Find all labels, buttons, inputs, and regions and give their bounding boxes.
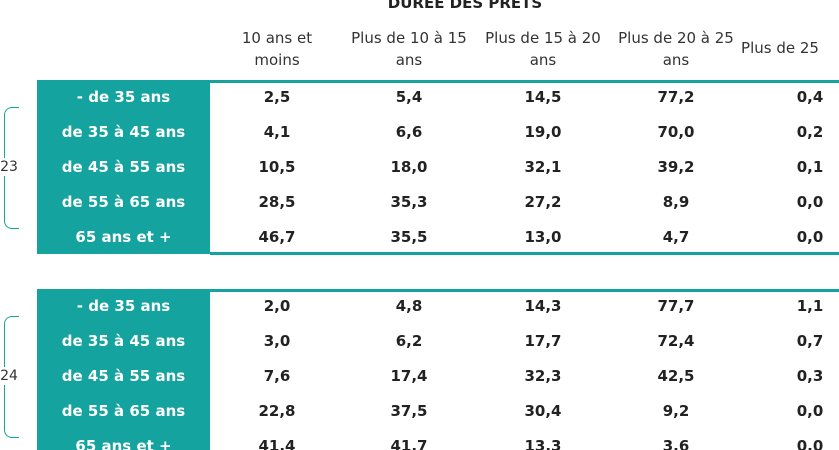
cell-value: 28,5: [258, 192, 296, 211]
row-label: - de 35 ans: [76, 297, 171, 316]
row-label: 65 ans et +: [75, 436, 172, 450]
cell-value: 6,6: [395, 123, 423, 142]
cell-value: 30,4: [524, 401, 562, 420]
column-header: Plus de 10 à 15 ans: [351, 29, 467, 69]
column-header: Plus de 25: [741, 39, 819, 57]
cell-value: 0,0: [796, 436, 824, 450]
cell-value: 4,8: [395, 297, 423, 316]
cell-value: 14,5: [524, 88, 562, 107]
cell-value: 39,2: [657, 158, 695, 176]
cell-value: 27,2: [524, 192, 562, 211]
cell-value: 70,0: [657, 123, 695, 142]
cell-value: 0,3: [796, 367, 824, 385]
cell-value: 1,1: [796, 297, 824, 316]
cell-value: 0,1: [796, 158, 824, 176]
group-bottom-line: [210, 252, 839, 255]
cell-value: 3,0: [263, 332, 291, 351]
group-top-line: [210, 80, 839, 83]
cell-value: 2,0: [263, 297, 291, 316]
row-label: de 35 à 45 ans: [61, 332, 186, 351]
row-label: de 35 à 45 ans: [61, 123, 186, 142]
cell-value: 0,0: [796, 192, 824, 211]
row-label-band: [37, 80, 210, 254]
cell-value: 0,7: [796, 332, 824, 351]
row-label: de 45 à 55 ans: [61, 367, 186, 385]
cell-value: 0,0: [796, 227, 824, 246]
cell-value: 18,0: [390, 158, 428, 176]
cell-value: 13,3: [524, 436, 562, 450]
cell-value: 9,2: [662, 401, 690, 420]
column-header: Plus de 20 à 25 ans: [618, 29, 734, 69]
row-label: de 55 à 65 ans: [61, 192, 186, 211]
cell-value: 77,7: [657, 297, 695, 316]
cell-value: 0,4: [796, 88, 824, 107]
group-label: 24: [0, 367, 18, 385]
cell-value: 19,0: [524, 123, 562, 142]
cell-value: 41,4: [258, 436, 296, 450]
cell-value: 4,7: [662, 227, 690, 246]
cell-value: 32,3: [524, 367, 562, 385]
cell-value: 0,0: [796, 401, 824, 420]
row-label: - de 35 ans: [76, 88, 171, 107]
column-header: Plus de 15 à 20 ans: [485, 29, 601, 69]
cell-value: 14,3: [524, 297, 562, 316]
cell-value: 8,9: [662, 192, 690, 211]
group-label: 23: [0, 158, 18, 176]
cell-value: 0,2: [796, 123, 824, 142]
cell-value: 17,4: [390, 367, 428, 385]
row-label: 65 ans et +: [75, 227, 172, 246]
group-top-line: [210, 289, 839, 292]
row-label: de 55 à 65 ans: [61, 401, 186, 420]
cell-value: 10,5: [258, 158, 296, 176]
row-label-band: [37, 289, 210, 450]
cell-value: 72,4: [657, 332, 695, 351]
table-title: DUREE DES PRETS: [387, 0, 543, 12]
row-label: de 45 à 55 ans: [61, 158, 186, 176]
cell-value: 37,5: [390, 401, 428, 420]
cell-value: 77,2: [657, 88, 695, 107]
cell-value: 2,5: [263, 88, 291, 107]
cell-value: 7,6: [263, 367, 291, 385]
cell-value: 6,2: [395, 332, 423, 351]
cell-value: 46,7: [258, 227, 296, 246]
cell-value: 13,0: [524, 227, 562, 246]
cell-value: 32,1: [524, 158, 562, 176]
cell-value: 4,1: [263, 123, 291, 142]
cell-value: 35,5: [390, 227, 428, 246]
cell-value: 17,7: [524, 332, 562, 351]
cell-value: 22,8: [258, 401, 296, 420]
cell-value: 35,3: [390, 192, 428, 211]
cell-value: 41,7: [390, 436, 428, 450]
cell-value: 5,4: [395, 88, 423, 107]
column-header: 10 ans et moins: [241, 29, 313, 69]
cell-value: 42,5: [657, 367, 695, 385]
cell-value: 3,6: [662, 436, 690, 450]
